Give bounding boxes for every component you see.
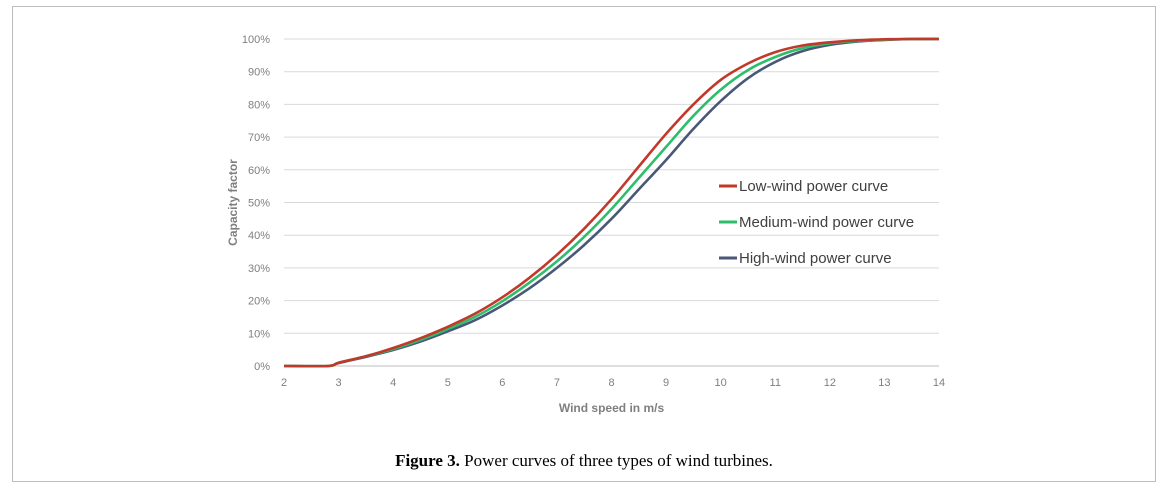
y-tick-label: 80% xyxy=(248,99,270,111)
y-tick-labels: 0% 10% 20% 30% 40% 50% 60% 70% 80% 90% 100% xyxy=(242,34,270,373)
x-tick-label: 7 xyxy=(554,377,560,389)
y-axis-title: Capacity factor xyxy=(226,159,240,246)
x-tick-label: 2 xyxy=(281,377,287,389)
x-tick-label: 12 xyxy=(824,377,836,389)
x-tick-label: 8 xyxy=(608,377,614,389)
legend-label: Medium-wind power curve xyxy=(739,214,914,231)
series-lines xyxy=(283,37,940,368)
y-tick-label: 20% xyxy=(248,296,270,308)
y-tick-label: 0% xyxy=(254,361,270,373)
x-tick-label: 4 xyxy=(390,377,396,389)
legend: Low-wind power curve Medium-wind power cu… xyxy=(719,178,914,267)
x-tick-label: 5 xyxy=(445,377,451,389)
y-tick-label: 70% xyxy=(248,132,270,144)
figure-caption: Figure 3. Power curves of three types of… xyxy=(13,451,1155,471)
figure-frame: 0% 10% 20% 30% 40% 50% 60% 70% 80% 90% 100% 2 3 4 5 6 7… xyxy=(12,6,1156,482)
legend-label: High-wind power curve xyxy=(739,250,892,267)
x-tick-label: 3 xyxy=(336,377,342,389)
y-tick-label: 90% xyxy=(248,67,270,79)
y-tick-label: 30% xyxy=(248,263,270,275)
y-tick-label: 40% xyxy=(248,230,270,242)
figure-label: Figure 3. xyxy=(395,451,460,470)
x-tick-labels: 2 3 4 5 6 7 8 9 10 11 12 13 14 xyxy=(281,377,945,389)
x-tick-label: 13 xyxy=(878,377,890,389)
series-line-1 xyxy=(283,37,940,368)
x-tick-label: 6 xyxy=(499,377,505,389)
x-tick-label: 14 xyxy=(933,377,945,389)
y-tick-label: 50% xyxy=(248,198,270,210)
x-axis-title: Wind speed in m/s xyxy=(559,401,665,415)
x-tick-label: 11 xyxy=(770,377,781,389)
y-tick-label: 60% xyxy=(248,165,270,177)
y-tick-label: 100% xyxy=(242,34,270,46)
figure-caption-text: Power curves of three types of wind turb… xyxy=(464,451,773,470)
x-tick-label: 10 xyxy=(715,377,727,389)
y-tick-label: 10% xyxy=(248,328,270,340)
x-tick-label: 9 xyxy=(663,377,669,389)
grid-lines xyxy=(284,38,939,334)
power-curve-chart: 0% 10% 20% 30% 40% 50% 60% 70% 80% 90% 100% 2 3 4 5 6 7… xyxy=(226,34,945,415)
legend-label: Low-wind power curve xyxy=(739,178,888,195)
